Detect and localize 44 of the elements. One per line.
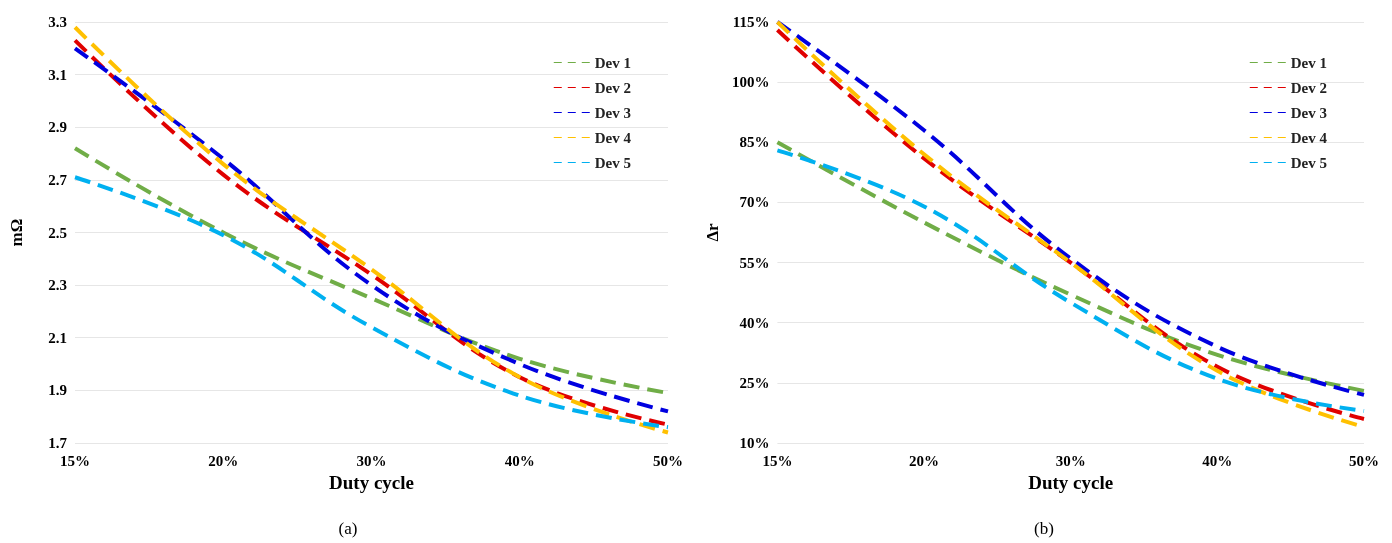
legend-label: Dev 3 xyxy=(594,104,632,121)
legend-label: Dev 4 xyxy=(1290,129,1328,146)
legend-label: Dev 3 xyxy=(1290,104,1328,121)
x-tick-label: 30% xyxy=(1055,452,1086,469)
x-tick-label: 40% xyxy=(1202,452,1233,469)
legend-label: Dev 5 xyxy=(1290,154,1328,171)
y-tick-label: 25% xyxy=(739,374,770,391)
legend-label: Dev 2 xyxy=(594,79,632,96)
y-tick-label: 40% xyxy=(739,314,770,331)
legend-label: Dev 4 xyxy=(594,129,632,146)
x-tick-label: 50% xyxy=(1349,452,1379,469)
y-tick-label: 70% xyxy=(739,194,770,211)
x-tick-label: 20% xyxy=(909,452,940,469)
y-axis-title: mΩ xyxy=(7,218,26,247)
x-tick-label: 15% xyxy=(762,452,793,469)
text: (b) xyxy=(1034,519,1054,538)
y-tick-label: 3.3 xyxy=(48,14,67,30)
legend-label: Dev 5 xyxy=(594,154,632,171)
y-tick-label: 115% xyxy=(732,14,770,30)
y-tick-label: 2.7 xyxy=(48,171,68,188)
x-tick-label: 15% xyxy=(60,452,90,469)
y-tick-label: 55% xyxy=(739,254,770,271)
legend-label: Dev 1 xyxy=(594,54,632,71)
x-tick-label: 30% xyxy=(356,452,387,469)
y-tick-label: 2.5 xyxy=(48,224,67,241)
y-tick-label: 2.1 xyxy=(48,329,67,346)
legend-label: Dev 2 xyxy=(1290,79,1328,96)
y-tick-label: 10% xyxy=(739,435,770,451)
text: (a) xyxy=(338,519,358,538)
y-tick-label: 85% xyxy=(739,134,770,151)
y-axis-title: Δr xyxy=(703,222,722,242)
x-tick-label: 50% xyxy=(653,452,683,469)
x-tick-label: 40% xyxy=(504,452,535,469)
y-tick-label: 2.9 xyxy=(48,119,67,136)
legend-label: Dev 1 xyxy=(1290,54,1328,71)
y-tick-label: 1.9 xyxy=(48,382,67,399)
x-axis-title: Duty cycle xyxy=(329,471,414,493)
y-tick-label: 2.3 xyxy=(48,277,67,294)
y-tick-label: 100% xyxy=(731,74,770,91)
line-series xyxy=(73,175,670,430)
x-tick-label: 20% xyxy=(208,452,239,469)
x-axis-title: Duty cycle xyxy=(1028,471,1114,493)
y-tick-label: 3.1 xyxy=(48,66,67,83)
y-tick-label: 1.7 xyxy=(48,435,68,451)
